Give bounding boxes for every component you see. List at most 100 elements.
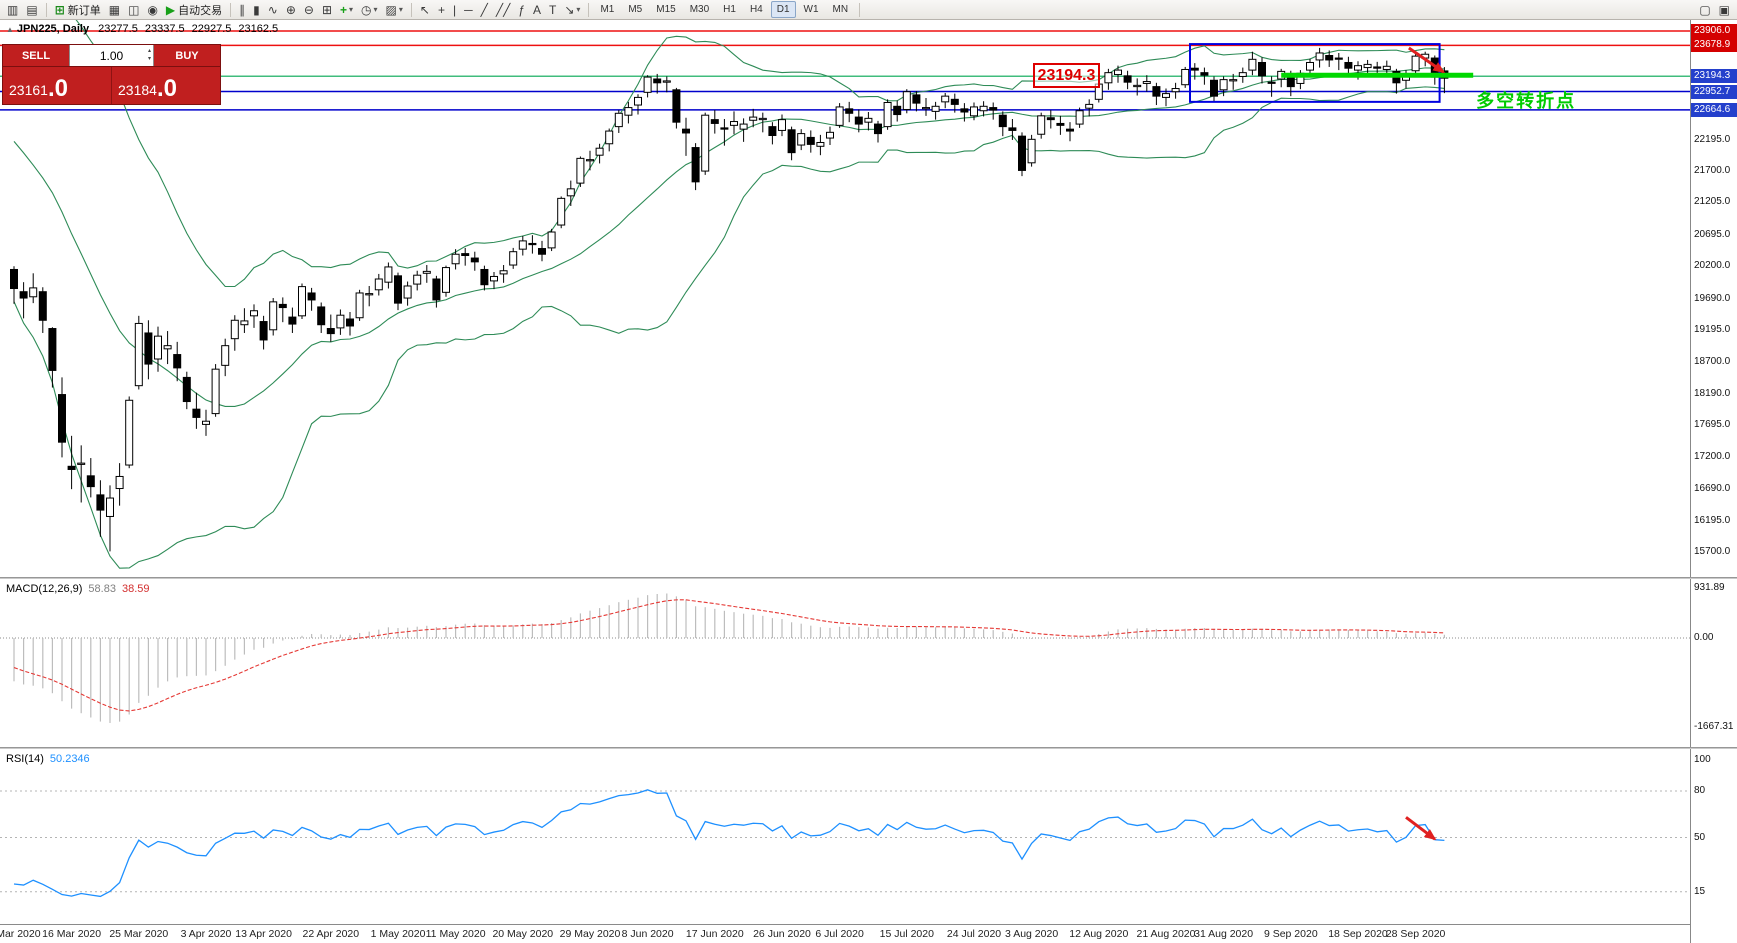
price-tick: 18190.0 xyxy=(1694,387,1731,399)
navigator-icon: ◉ xyxy=(147,2,158,17)
tf-mn-label: MN xyxy=(832,4,849,15)
bar-chart-icon[interactable]: ∥ xyxy=(236,1,248,18)
date-label: 28 Sep 2020 xyxy=(1385,928,1446,940)
label-icon[interactable]: T xyxy=(546,1,559,18)
date-label: 1 May 2020 xyxy=(370,928,426,940)
rsi-indicator-label: RSI(14) 50.2346 xyxy=(6,753,90,765)
candlestick-chart-icon[interactable]: ▮ xyxy=(250,1,263,18)
templates-icon[interactable]: ▨ ▾ xyxy=(383,1,406,18)
price-tick: 21700.0 xyxy=(1694,165,1731,177)
data-window-icon[interactable]: ◫ xyxy=(125,1,142,18)
vertical-line-icon: | xyxy=(452,2,457,17)
market-watch-icon[interactable]: ▦ xyxy=(106,1,123,18)
text-icon[interactable]: A xyxy=(530,1,544,18)
macd-name: MACD(12,26,9) xyxy=(6,583,83,595)
tf-m1[interactable]: M1 xyxy=(594,1,620,18)
zoom-in-icon[interactable]: ⊕ xyxy=(283,1,299,18)
profiles-icon[interactable]: ▤ xyxy=(23,1,40,18)
channel-icon: ╱╱ xyxy=(495,2,511,17)
price-tick: 20200.0 xyxy=(1694,260,1731,272)
tf-mn[interactable]: MN xyxy=(827,1,855,18)
volume-spinner[interactable]: ▴ ▾ xyxy=(148,47,151,63)
tf-m30[interactable]: M30 xyxy=(684,1,715,18)
price-tick: 18700.0 xyxy=(1694,355,1731,367)
indicators-icon[interactable]: + ▾ xyxy=(337,1,356,18)
arrows-icon: ↘ xyxy=(564,2,575,17)
buy-price[interactable]: 23184.0 xyxy=(112,67,220,104)
zoom-out-icon: ⊖ xyxy=(303,2,314,17)
macd-scale-tick: 931.89 xyxy=(1694,582,1725,593)
crosshair-icon: + xyxy=(437,2,445,17)
data-window-icon: ◫ xyxy=(128,2,140,17)
macd-indicator-label: MACD(12,26,9) 58.83 38.59 xyxy=(6,583,149,595)
toolbar-separator xyxy=(410,2,412,17)
vertical-line-icon[interactable]: | xyxy=(450,1,459,18)
fibonacci-icon[interactable]: ƒ xyxy=(515,1,528,18)
indicators-icon: + xyxy=(340,2,348,17)
rsi-scale-tick: 80 xyxy=(1694,785,1706,796)
trendline-icon[interactable]: ╱ xyxy=(478,1,491,18)
templates-icon: ▨ xyxy=(385,2,397,17)
window-layout-icon[interactable]: ▢ xyxy=(1696,1,1713,18)
collapse-arrow-icon[interactable]: ▲ xyxy=(6,25,14,34)
tf-w1-label: W1 xyxy=(803,4,819,15)
date-label: 18 Sep 2020 xyxy=(1328,928,1388,940)
tile-windows-icon[interactable]: ⊞ xyxy=(319,1,335,18)
channel-icon[interactable]: ╱╱ xyxy=(493,1,513,18)
navigator-icon[interactable]: ◉ xyxy=(144,1,160,18)
tf-m5[interactable]: M5 xyxy=(622,1,648,18)
periods-icon[interactable]: ◷ ▾ xyxy=(358,1,381,18)
sell-button[interactable]: SELL xyxy=(3,45,69,66)
options-icon[interactable]: ▣ xyxy=(1716,1,1733,18)
buy-button[interactable]: BUY xyxy=(154,45,220,66)
new-chart-icon[interactable]: ▥ xyxy=(4,1,21,18)
toolbar-separator xyxy=(588,2,590,17)
tile-windows-icon: ⊞ xyxy=(321,2,333,17)
autotrading-button[interactable]: ▶ 自动交易 xyxy=(163,1,225,18)
toolbar-group: ▥ ▤ xyxy=(3,0,42,19)
sell-price[interactable]: 23161.0 xyxy=(3,67,112,104)
tf-d1[interactable]: D1 xyxy=(770,1,796,18)
caret-icon: ▾ xyxy=(373,5,378,14)
macd-panel-separator[interactable] xyxy=(0,577,1737,579)
zoom-out-icon[interactable]: ⊖ xyxy=(301,1,317,18)
turning-point-label[interactable]: 多空转折点 xyxy=(1476,90,1577,111)
new-chart-icon: ▥ xyxy=(7,2,19,17)
price-scale[interactable]: 22195.0 21700.0 21205.0 20695.0 20200.0 19690… xyxy=(1690,0,1737,943)
price-level-label: 23906.0 xyxy=(1691,24,1737,38)
rsi-panel-separator[interactable] xyxy=(0,747,1737,749)
label-icon: T xyxy=(549,2,557,17)
bar-close: 23162.5 xyxy=(238,23,279,35)
price-annotation-callout[interactable]: 23194.3 xyxy=(1032,63,1101,89)
tf-m15[interactable]: M15 xyxy=(650,1,681,18)
spinner-down-icon[interactable]: ▾ xyxy=(147,56,151,62)
tf-h4[interactable]: H4 xyxy=(744,1,769,18)
spinner-up-icon[interactable]: ▴ xyxy=(147,48,151,54)
tf-w1[interactable]: W1 xyxy=(798,1,825,18)
rsi-name: RSI(14) xyxy=(6,753,44,765)
cursor-icon: ↖ xyxy=(419,2,430,17)
caret-icon: ▾ xyxy=(398,5,403,14)
bar-chart-icon: ∥ xyxy=(239,2,246,17)
new-order-button[interactable]: ⊞ 新订单 xyxy=(52,1,104,18)
toolbar-separator xyxy=(859,2,861,17)
volume-input[interactable]: 1.00 ▴ ▾ xyxy=(69,45,154,66)
tf-h1[interactable]: H1 xyxy=(717,1,742,18)
main-toolbar: ▥ ▤ ⊞ 新订单 ▦ ◫ ◉ ▶ 自动交易 ∥ ▮ ∿ ⊕ ⊖ ⊞ + ▾ ◷ ▾ ▨ ▾ ↖ + | ─ ╱ ╱╱ ƒ A T ↘ ▾ M1… xyxy=(0,0,1737,20)
caret-icon: ▾ xyxy=(349,5,354,14)
toolbar-separator xyxy=(45,2,47,17)
line-chart-icon[interactable]: ∿ xyxy=(265,1,281,18)
date-label: 15 Jul 2020 xyxy=(879,928,934,940)
crosshair-icon[interactable]: + xyxy=(435,1,448,18)
arrows-icon[interactable]: ↘ ▾ xyxy=(561,1,583,18)
horizontal-line-icon: ─ xyxy=(464,2,473,17)
options-icon: ▣ xyxy=(1718,2,1730,17)
date-label: 24 Jul 2020 xyxy=(946,928,1002,940)
cursor-icon[interactable]: ↖ xyxy=(417,1,433,18)
line-chart-icon: ∿ xyxy=(267,2,278,17)
bar-open: 23277.5 xyxy=(98,23,138,35)
horizontal-line-icon[interactable]: ─ xyxy=(461,1,476,18)
